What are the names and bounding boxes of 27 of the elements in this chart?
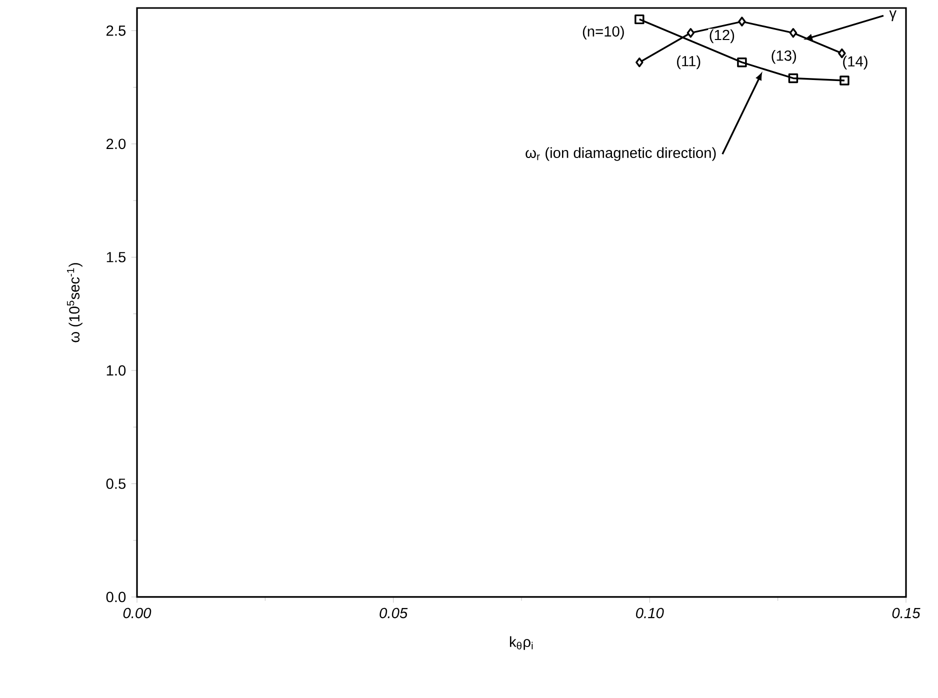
- annotation: (11): [677, 56, 700, 70]
- point: [636, 57, 644, 68]
- y-tick-label: 0.0: [106, 592, 126, 602]
- x-tick-label: 0.15: [892, 608, 920, 618]
- y-tick-label: 2.5: [106, 25, 126, 36]
- y-tick-label: 0.5: [106, 478, 126, 489]
- y-axis-title: ω (10$^{5}$sec$^{-1}$): [66, 263, 82, 342]
- annotation: γ: [889, 10, 896, 22]
- y-tick-label: 1.5: [106, 252, 126, 262]
- y-tick-label: 2.0: [106, 138, 126, 150]
- point: [737, 57, 747, 68]
- point: [788, 73, 798, 84]
- annotation: (14): [843, 56, 868, 70]
- x-tick-label: 0.10: [636, 608, 664, 618]
- annotation: ω$_{r}$ (ion diamagnetic direction): [526, 147, 716, 161]
- point: [840, 76, 850, 86]
- point: [738, 16, 746, 26]
- annotation: (13): [772, 50, 796, 64]
- y-tick-label: 1.0: [106, 365, 126, 376]
- annotation: (12): [710, 29, 734, 44]
- x-axis-title: k$_{θ}$ρ$_{i}$: [510, 636, 533, 650]
- annotation: (n=10): [582, 26, 624, 40]
- point: [686, 28, 695, 38]
- x-tick-label: 0.05: [380, 608, 408, 618]
- point: [789, 28, 798, 38]
- x-tick-label: 0.00: [123, 608, 152, 618]
- point: [634, 14, 644, 24]
